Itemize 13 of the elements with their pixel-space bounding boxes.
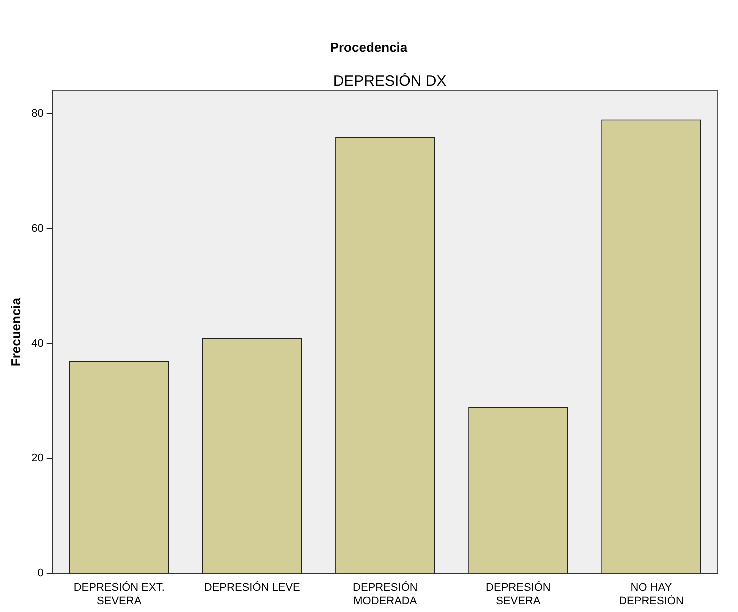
- y-tick-label: 40: [32, 338, 44, 350]
- y-tick-label: 60: [32, 222, 44, 235]
- chart-title: Procedencia: [329, 40, 409, 55]
- x-tick-label: DEPRESIÓN LEVE: [204, 581, 300, 594]
- y-axis-title: Frecuencia: [8, 297, 24, 367]
- x-tick-label: DEPRESIÓN EXT. SEVERA: [74, 581, 165, 608]
- y-tick-label: 20: [32, 452, 44, 465]
- chart-subtitle: DEPRESIÓN DX: [332, 73, 448, 90]
- y-tick-label: 80: [32, 108, 44, 120]
- y-tick-label: 0: [38, 568, 44, 580]
- x-tick-label: DEPRESIÓN MODERADA: [353, 581, 418, 608]
- x-tick-label: NO HAY DEPRESIÓN: [619, 582, 684, 608]
- x-tick-label: DEPRESIÓN SEVERA: [486, 581, 551, 608]
